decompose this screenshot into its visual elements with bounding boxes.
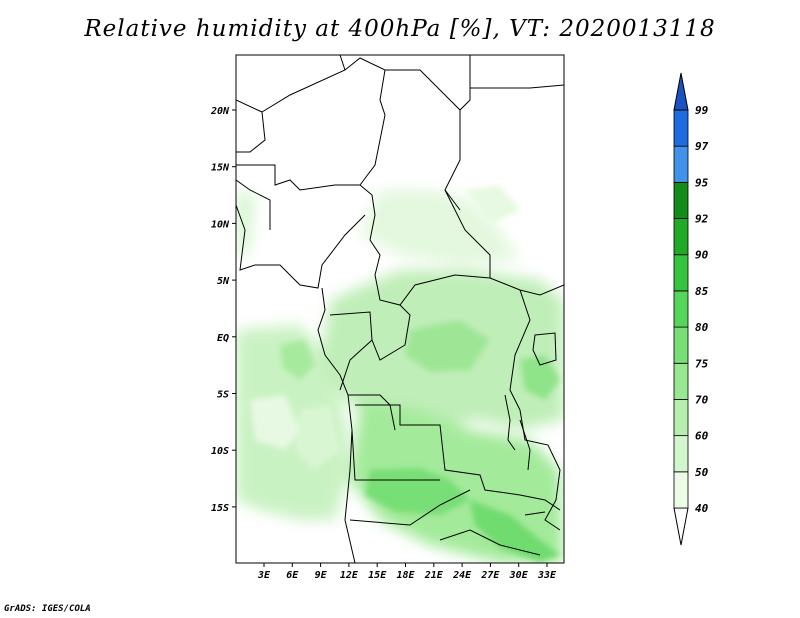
colorbar-label: 90 xyxy=(695,249,709,262)
colorbar-label: 50 xyxy=(695,466,709,479)
colorbar-label: 75 xyxy=(695,357,709,370)
lon-label: 24E xyxy=(452,570,472,581)
lon-label: 27E xyxy=(480,570,500,581)
colorbar-label: 80 xyxy=(695,321,709,334)
colorbar-label: 92 xyxy=(695,213,709,226)
colorbar-box xyxy=(673,362,689,400)
lon-label: 12E xyxy=(340,570,359,581)
colorbar-label: 60 xyxy=(695,430,709,443)
latitude-axis: 20N 15N 10N 5N EQ 5S 10S 15S xyxy=(210,106,236,514)
lon-label: 9E xyxy=(315,570,328,581)
colorbar-max-triangle xyxy=(673,72,689,111)
lon-label: 3E xyxy=(257,570,271,581)
colorbar: 40 50 60 70 75 80 85 90 92 95 97 99 xyxy=(673,72,709,546)
colorbar-label: 70 xyxy=(695,393,709,406)
lat-label: 10S xyxy=(211,446,229,457)
country-borders xyxy=(236,55,564,563)
colorbar-box xyxy=(673,290,689,328)
map-frame xyxy=(235,54,565,564)
colorbar-box xyxy=(673,218,689,256)
lat-label: 15S xyxy=(211,503,229,514)
lat-label: 5S xyxy=(217,390,229,401)
lat-label: EQ xyxy=(217,333,229,344)
colorbar-min-triangle xyxy=(673,507,689,546)
lat-label: 20N xyxy=(210,106,230,117)
lat-label: 5N xyxy=(217,276,230,287)
colorbar-box xyxy=(673,435,689,473)
colorbar-box xyxy=(673,109,689,147)
colorbar-label: 99 xyxy=(695,104,709,117)
humidity-field xyxy=(236,55,564,563)
colorbar-box xyxy=(673,326,689,364)
colorbar-label: 40 xyxy=(695,502,709,515)
lon-label: 18E xyxy=(396,570,415,581)
lon-label: 15E xyxy=(368,570,387,581)
colorbar-box xyxy=(673,181,689,219)
colorbar-label: 95 xyxy=(695,176,709,189)
colorbar-label: 97 xyxy=(695,140,709,153)
colorbar-box xyxy=(673,399,689,437)
colorbar-box xyxy=(673,145,689,183)
lon-label: 33E xyxy=(537,570,557,581)
colorbar-box xyxy=(673,471,689,509)
lon-label: 6E xyxy=(286,570,299,581)
colorbar-label: 85 xyxy=(695,285,709,298)
colorbar-box xyxy=(673,254,689,292)
map-title: Relative humidity at 400hPa [%], VT: 202… xyxy=(84,16,716,42)
grads-credit: GrADS: IGES/COLA xyxy=(4,604,91,614)
lon-label: 30E xyxy=(509,570,529,581)
lon-label: 21E xyxy=(424,570,444,581)
lat-label: 10N xyxy=(211,219,230,230)
lat-label: 15N xyxy=(211,163,230,174)
longitude-axis: 3E 6E 9E 12E 15E 18E 21E 24E 27E 30E 33E xyxy=(257,563,557,581)
